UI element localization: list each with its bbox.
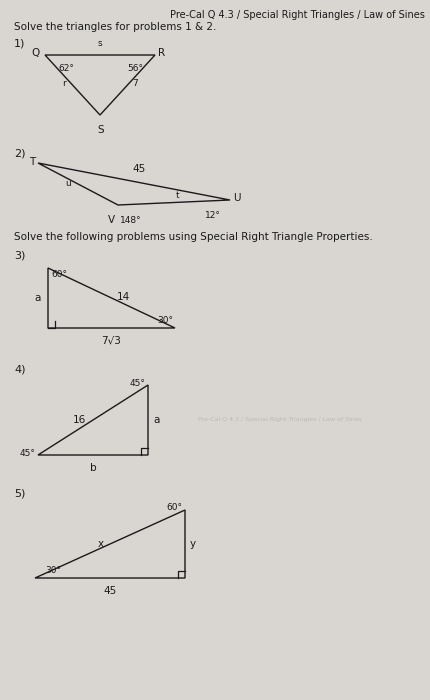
- Text: 3): 3): [14, 250, 25, 260]
- Text: 16: 16: [73, 415, 86, 425]
- Text: 45°: 45°: [19, 449, 35, 459]
- Text: 30°: 30°: [157, 316, 172, 325]
- Text: T: T: [29, 157, 35, 167]
- Text: s: s: [98, 39, 102, 48]
- Text: b: b: [89, 463, 96, 473]
- Text: y: y: [190, 539, 196, 549]
- Text: 60°: 60°: [51, 270, 67, 279]
- Text: Pre-Cal Q 4.3 / Special Right Triangles / Law of Sines: Pre-Cal Q 4.3 / Special Right Triangles …: [198, 417, 361, 423]
- Text: Solve the following problems using Special Right Triangle Properties.: Solve the following problems using Speci…: [14, 232, 372, 242]
- Text: 1): 1): [14, 38, 25, 48]
- Text: 7√3: 7√3: [101, 336, 121, 346]
- Text: 60°: 60°: [166, 503, 181, 512]
- Text: 2): 2): [14, 148, 25, 158]
- Text: 12°: 12°: [205, 211, 220, 220]
- Text: t: t: [175, 190, 179, 199]
- Text: a: a: [34, 293, 41, 303]
- Text: 45: 45: [132, 164, 145, 174]
- Text: Pre-Cal Q 4.3 / Special Right Triangles / Law of Sines: Pre-Cal Q 4.3 / Special Right Triangles …: [170, 10, 424, 20]
- Text: 14: 14: [116, 292, 129, 302]
- Text: Solve the triangles for problems 1 & 2.: Solve the triangles for problems 1 & 2.: [14, 22, 216, 32]
- Text: a: a: [153, 415, 159, 425]
- Text: u: u: [65, 179, 71, 188]
- Text: 7: 7: [132, 78, 138, 88]
- Text: 45°: 45°: [129, 379, 144, 388]
- Text: U: U: [233, 193, 240, 203]
- Text: Q: Q: [32, 48, 40, 58]
- Text: R: R: [158, 48, 165, 58]
- Text: 148°: 148°: [120, 216, 141, 225]
- Text: S: S: [98, 125, 104, 135]
- Text: 5): 5): [14, 488, 25, 498]
- Text: 45: 45: [103, 586, 117, 596]
- Text: r: r: [61, 78, 65, 88]
- Text: 30°: 30°: [45, 566, 61, 575]
- Text: 62°: 62°: [58, 64, 74, 73]
- Text: 56°: 56°: [127, 64, 143, 73]
- Text: 4): 4): [14, 365, 25, 375]
- Text: V: V: [108, 215, 115, 225]
- Text: x: x: [98, 539, 104, 549]
